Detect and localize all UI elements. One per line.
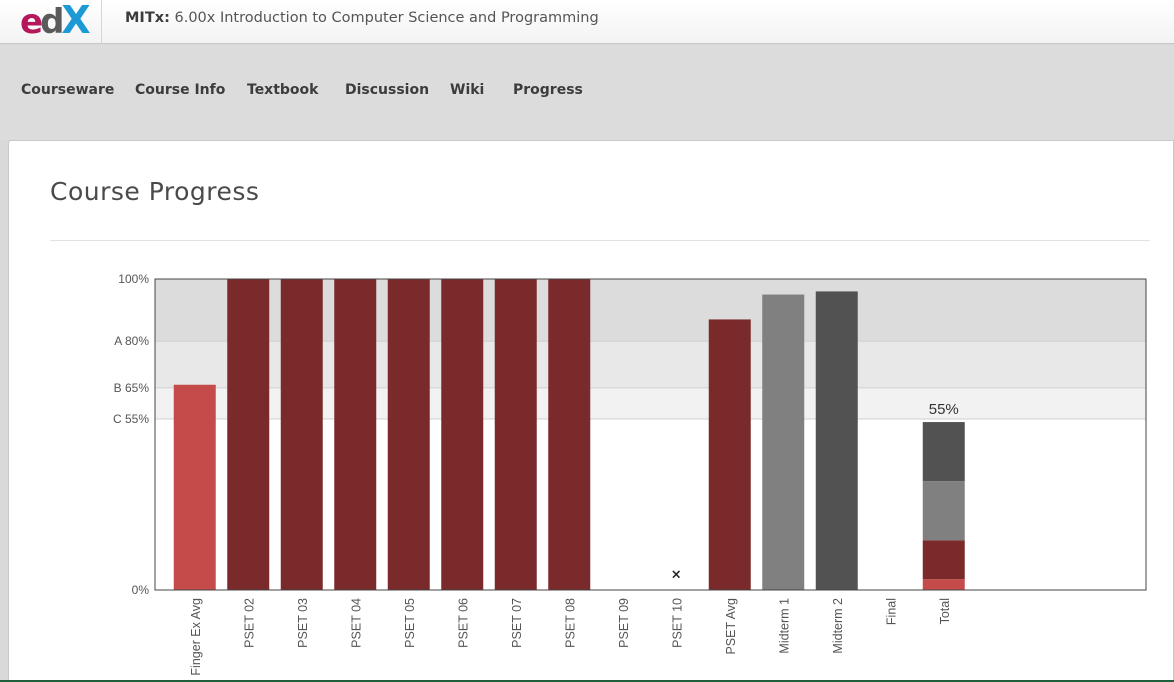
x-tick-label-total: Total [938,598,952,624]
bar-pset-08 [548,279,591,590]
header-divider [101,0,102,44]
y-tick-label: C 55% [113,412,149,426]
bar-midterm-1 [762,294,805,590]
course-nav: Courseware Course Info Textbook Discussi… [0,45,1174,140]
tab-textbook[interactable]: Textbook [247,82,319,98]
total-label: 55% [929,401,959,418]
y-tick-label: 0% [132,583,150,597]
bar-pset-05 [387,279,430,590]
bar-midterm-2 [815,291,858,590]
bottom-border [0,680,1174,682]
tab-course-info[interactable]: Course Info [135,82,226,98]
x-tick-label-pset-02: PSET 02 [242,598,256,648]
course-name: 6.00x Introduction to Computer Science a… [174,10,599,26]
page-title: Course Progress [50,177,260,206]
edx-logo[interactable]: edX [20,0,91,42]
x-tick-label-midterm-1: Midterm 1 [777,598,791,654]
course-title: MITx: 6.00x Introduction to Computer Sci… [125,10,599,26]
bar-pset-02 [227,279,270,590]
x-tick-label-pset-04: PSET 04 [349,598,363,648]
x-tick-label-pset-06: PSET 06 [456,598,470,648]
tab-discussion[interactable]: Discussion [345,82,430,98]
logo-letter-x: X [61,0,90,42]
bar-finger-ex-avg [173,384,216,590]
x-tick-label-final: Final [884,598,898,625]
bar-pset-avg [708,319,751,590]
plot-border [154,278,1147,591]
logo-letter-d: d [40,2,64,42]
x-tick-label-pset-08: PSET 08 [563,598,577,648]
title-divider [50,240,1150,241]
x-tick-label-pset-03: PSET 03 [296,598,310,648]
x-tick-label-pset-09: PSET 09 [617,598,631,648]
total-segment-2 [922,481,965,541]
x-tick-label-pset-07: PSET 07 [510,598,524,648]
bar-pset-06 [441,279,484,590]
y-tick-label: B 65% [114,381,150,395]
x-tick-label-pset-avg: PSET Avg [724,598,738,655]
bar-pset-04 [334,279,377,590]
logo-letter-e: e [20,2,43,42]
y-tick-label: 100% [118,272,149,286]
top-bar: edX MITx: 6.00x Introduction to Computer… [0,0,1174,44]
tab-progress[interactable]: Progress [513,82,583,98]
tab-wiki[interactable]: Wiki [450,82,485,98]
x-tick-label-midterm-2: Midterm 2 [831,598,845,654]
progress-chart: 100% A 80% B 65% C 55% 0% 55% × Finger Ex Avg PS… [113,272,1147,676]
total-segment-1 [922,540,965,580]
tab-courseware[interactable]: Courseware [21,82,115,98]
dropped-score-marker: × [671,567,682,582]
y-tick-label: A 80% [114,334,149,348]
course-org: MITx: [125,10,170,26]
total-segment-3 [922,422,965,482]
bar-pset-07 [494,279,537,590]
bar-pset-03 [280,279,323,590]
x-tick-label-pset-05: PSET 05 [403,598,417,648]
x-tick-label-finger-ex-avg: Finger Ex Avg [189,598,203,676]
x-tick-label-pset-10: PSET 10 [670,598,684,648]
total-segment-0 [922,579,965,590]
